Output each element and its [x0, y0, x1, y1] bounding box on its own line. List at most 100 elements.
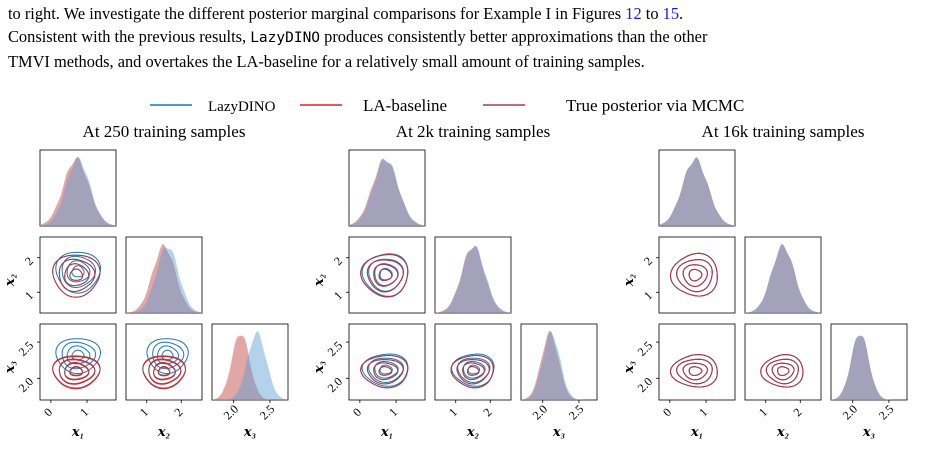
contour-true-posterior-via-mcmc	[676, 258, 713, 293]
contour-la-baseline	[682, 264, 709, 288]
density-lazydino	[521, 331, 597, 400]
axes-frame	[39, 236, 117, 314]
axes-frame	[830, 323, 908, 401]
y-tick-label: 2	[22, 254, 36, 268]
x-tick-label: 1	[386, 405, 400, 419]
contour-true-posterior-via-mcmc	[771, 362, 795, 381]
contour-true-posterior-via-mcmc	[676, 358, 713, 385]
contour-lazydino	[771, 362, 795, 381]
axes-frame	[658, 236, 736, 314]
subplot-axes: 1 2 𝒙₂	[2, 236, 117, 314]
density-lazydino	[831, 335, 907, 400]
contour-true-posterior-via-mcmc	[373, 263, 399, 287]
density-true-posterior-via-mcmc	[126, 244, 202, 313]
density-la-baseline	[212, 335, 288, 400]
y-axis-label: 𝒙₂	[621, 274, 636, 287]
subplot-axes: 2.0 2.5𝒙₃	[830, 323, 908, 439]
contour-true-posterior-via-mcmc	[378, 268, 393, 282]
axes-frame	[125, 323, 203, 401]
contour-true-posterior-via-mcmc	[148, 358, 182, 385]
contour-lazydino	[361, 353, 409, 387]
axes-frame	[39, 149, 117, 227]
y-tick-label: 2	[641, 254, 655, 268]
y-axis-label: 𝒙₂	[2, 274, 17, 287]
contour-lazydino	[61, 255, 97, 289]
density-true-posterior-via-mcmc	[349, 158, 425, 226]
y-tick-label: 2.5	[16, 338, 37, 359]
contour-lazydino	[66, 260, 91, 283]
y-tick-label: 2.5	[635, 338, 656, 359]
density-true-posterior-via-mcmc	[212, 335, 288, 400]
contour-true-posterior-via-mcmc	[157, 365, 171, 376]
axes-frame	[211, 323, 289, 401]
contour-true-posterior-via-mcmc	[682, 264, 709, 288]
y-tick-label: 2.0	[635, 375, 656, 396]
body-paragraph: to right. We investigate the different p…	[8, 2, 938, 73]
density-la-baseline	[435, 246, 511, 313]
contour-true-posterior-via-mcmc	[360, 253, 409, 298]
subplot-axes	[39, 149, 117, 227]
contour-lazydino	[682, 264, 709, 288]
x-tick-label: 2.5	[257, 402, 278, 423]
y-axis-label: 𝒙₃	[2, 361, 17, 374]
density-la-baseline	[831, 335, 907, 400]
figure-ref-12[interactable]: 12	[625, 4, 642, 23]
contour-lazydino	[374, 360, 399, 379]
y-tick-label: 1	[22, 288, 36, 302]
y-tick-label: 2.0	[325, 375, 346, 396]
density-la-baseline	[126, 244, 202, 313]
density-la-baseline	[745, 244, 821, 313]
density-la-baseline	[349, 158, 425, 226]
axes-frame	[434, 323, 512, 401]
subplot-title: At 16k training samples	[702, 122, 865, 141]
y-tick-label: 1	[331, 288, 345, 302]
y-axis-label: 𝒙₃	[621, 361, 636, 374]
x-tick-label: 2.0	[221, 402, 242, 423]
contour-lazydino	[55, 251, 102, 294]
contour-lazydino	[368, 357, 405, 384]
contour-true-posterior-via-mcmc	[360, 354, 409, 389]
contour-lazydino	[451, 353, 495, 387]
contour-true-posterior-via-mcmc	[366, 359, 404, 385]
inline-code-lazydino: LazyDINO	[250, 30, 321, 46]
contour-true-posterior-via-mcmc	[69, 365, 84, 376]
y-tick-label: 1	[641, 288, 655, 302]
axes-frame	[744, 323, 822, 401]
density-lazydino	[40, 156, 116, 226]
contour-true-posterior-via-mcmc	[765, 358, 799, 385]
subplot-axes: 2.0 2.5𝒙₃	[520, 323, 598, 439]
figure-ref-15[interactable]: 15	[662, 4, 680, 23]
legend-label-2: LA-baseline	[363, 96, 447, 115]
density-lazydino	[212, 330, 288, 400]
density-true-posterior-via-mcmc	[745, 244, 821, 313]
x-axis-label: 𝒙₁	[690, 424, 703, 439]
contour-true-posterior-via-mcmc	[760, 353, 804, 388]
contour-lazydino	[152, 341, 185, 370]
subplot-axes	[658, 149, 736, 227]
y-axis-label: 𝒙₂	[311, 274, 326, 287]
x-axis-label: 𝒙₂	[157, 424, 170, 439]
paragraph-line-1: to right. We investigate the different p…	[8, 4, 684, 23]
y-tick-label: 2.5	[325, 338, 346, 359]
density-true-posterior-via-mcmc	[435, 246, 511, 313]
contour-true-posterior-via-mcmc	[777, 366, 790, 376]
axes-frame	[348, 149, 426, 227]
contour-true-posterior-via-mcmc	[52, 355, 101, 389]
contour-lazydino	[462, 360, 486, 379]
axes-frame	[39, 323, 117, 401]
x-tick-label: 1	[137, 405, 151, 419]
contour-lazydino	[161, 349, 174, 360]
subplot-axes	[434, 236, 512, 314]
axes-frame	[658, 323, 736, 401]
density-lazydino	[659, 157, 735, 226]
density-la-baseline	[659, 157, 735, 226]
contour-true-posterior-via-mcmc	[450, 354, 494, 389]
subplot-axes: 2.0 2.5 𝒙₃ 0 1 𝒙₁	[621, 323, 736, 439]
contour-lazydino	[71, 349, 85, 360]
contour-true-posterior-via-mcmc	[366, 259, 404, 293]
